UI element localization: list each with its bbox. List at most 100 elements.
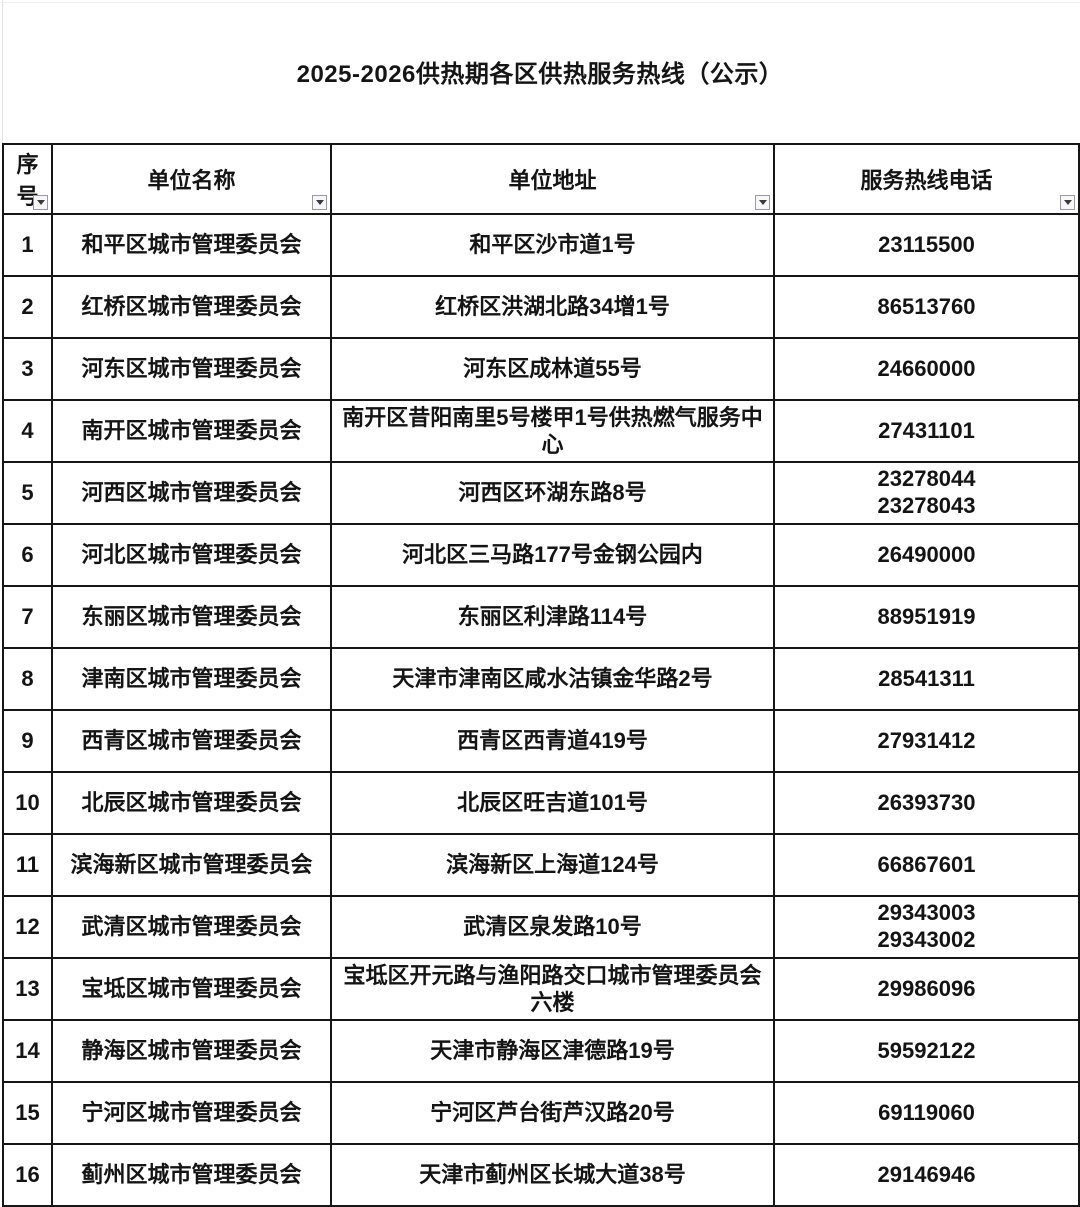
header-label: 序号 (16, 152, 39, 209)
table-row: 16 蓟州区城市管理委员会 天津市蓟州区长城大道38号 29146946 (2, 1143, 1080, 1207)
unit-name-cell[interactable]: 北辰区城市管理委员会 (51, 771, 332, 835)
table-row: 13 宝坻区城市管理委员会 宝坻区开元路与渔阳路交口城市管理委员会六楼 2998… (2, 957, 1080, 1021)
unit-address-cell[interactable]: 滨海新区上海道124号 (330, 833, 775, 897)
table-row: 3 河东区城市管理委员会 河东区成林道55号 24660000 (2, 337, 1080, 401)
header-label: 单位名称 (147, 168, 236, 193)
unit-name-cell[interactable]: 和平区城市管理委员会 (51, 213, 332, 277)
row-number-cell[interactable]: 1 (2, 213, 53, 277)
table-row: 12 武清区城市管理委员会 武清区泉发路10号 29343003 2934300… (2, 895, 1080, 959)
header-cell-unit-name[interactable]: 单位名称 (51, 143, 332, 215)
unit-name-cell[interactable]: 武清区城市管理委员会 (51, 895, 332, 959)
unit-name-cell[interactable]: 河北区城市管理委员会 (51, 523, 332, 587)
row-number-cell[interactable]: 6 (2, 523, 53, 587)
unit-address-cell[interactable]: 宁河区芦台街芦汉路20号 (330, 1081, 775, 1145)
spreadsheet-range: 序号 单位名称 单位地址 服务热线电话 1 和平区城市管理委员会 和 (2, 143, 1080, 1207)
row-number-cell[interactable]: 12 (2, 895, 53, 959)
unit-name-cell[interactable]: 津南区城市管理委员会 (51, 647, 332, 711)
unit-address-cell[interactable]: 宝坻区开元路与渔阳路交口城市管理委员会六楼 (330, 957, 775, 1021)
header-cell-hotline-phone[interactable]: 服务热线电话 (773, 143, 1080, 215)
table-row: 2 红桥区城市管理委员会 红桥区洪湖北路34增1号 86513760 (2, 275, 1080, 339)
unit-name-cell[interactable]: 西青区城市管理委员会 (51, 709, 332, 773)
hotline-phone-cell[interactable]: 29146946 (773, 1143, 1080, 1207)
hotline-phone-cell[interactable]: 27431101 (773, 399, 1080, 463)
unit-name-cell[interactable]: 蓟州区城市管理委员会 (51, 1143, 332, 1207)
down-arrow-icon (315, 200, 324, 205)
table-row: 14 静海区城市管理委员会 天津市静海区津德路19号 59592122 (2, 1019, 1080, 1083)
unit-address-cell[interactable]: 天津市静海区津德路19号 (330, 1019, 775, 1083)
unit-name-cell[interactable]: 宝坻区城市管理委员会 (51, 957, 332, 1021)
unit-name-cell[interactable]: 东丽区城市管理委员会 (51, 585, 332, 649)
unit-address-cell[interactable]: 南开区昔阳南里5号楼甲1号供热燃气服务中心 (330, 399, 775, 463)
hotline-phone-cell[interactable]: 23278044 23278043 (773, 461, 1080, 525)
row-number-cell[interactable]: 2 (2, 275, 53, 339)
header-cell-unit-address[interactable]: 单位地址 (330, 143, 775, 215)
hotline-phone-cell[interactable]: 28541311 (773, 647, 1080, 711)
table-row: 8 津南区城市管理委员会 天津市津南区咸水沽镇金华路2号 28541311 (2, 647, 1080, 711)
unit-address-cell[interactable]: 天津市津南区咸水沽镇金华路2号 (330, 647, 775, 711)
unit-name-cell[interactable]: 红桥区城市管理委员会 (51, 275, 332, 339)
hotline-phone-cell[interactable]: 27931412 (773, 709, 1080, 773)
down-arrow-icon (758, 200, 767, 205)
row-number-cell[interactable]: 5 (2, 461, 53, 525)
unit-address-cell[interactable]: 天津市蓟州区长城大道38号 (330, 1143, 775, 1207)
row-number-cell[interactable]: 13 (2, 957, 53, 1021)
hotline-phone-cell[interactable]: 29343003 29343002 (773, 895, 1080, 959)
hotline-phone-cell[interactable]: 66867601 (773, 833, 1080, 897)
filter-dropdown-icon[interactable] (312, 195, 327, 210)
filter-dropdown-icon[interactable] (1060, 195, 1075, 210)
hotline-phone-cell[interactable]: 88951919 (773, 585, 1080, 649)
hotline-phone-cell[interactable]: 26393730 (773, 771, 1080, 835)
hotline-table: 序号 单位名称 单位地址 服务热线电话 1 和平区城市管理委员会 和 (2, 143, 1080, 1207)
sheet-gridline-horizontal (0, 2, 1080, 3)
down-arrow-icon (1063, 200, 1072, 205)
row-number-cell[interactable]: 11 (2, 833, 53, 897)
header-label: 服务热线电话 (860, 168, 993, 193)
header-cell-index[interactable]: 序号 (2, 143, 53, 215)
unit-name-cell[interactable]: 南开区城市管理委员会 (51, 399, 332, 463)
row-number-cell[interactable]: 3 (2, 337, 53, 401)
unit-name-cell[interactable]: 静海区城市管理委员会 (51, 1019, 332, 1083)
hotline-phone-cell[interactable]: 26490000 (773, 523, 1080, 587)
unit-address-cell[interactable]: 东丽区利津路114号 (330, 585, 775, 649)
table-row: 7 东丽区城市管理委员会 东丽区利津路114号 88951919 (2, 585, 1080, 649)
unit-address-cell[interactable]: 河西区环湖东路8号 (330, 461, 775, 525)
hotline-phone-cell[interactable]: 86513760 (773, 275, 1080, 339)
row-number-cell[interactable]: 8 (2, 647, 53, 711)
unit-address-cell[interactable]: 西青区西青道419号 (330, 709, 775, 773)
hotline-phone-cell[interactable]: 23115500 (773, 213, 1080, 277)
unit-name-cell[interactable]: 河西区城市管理委员会 (51, 461, 332, 525)
filter-dropdown-icon[interactable] (33, 195, 48, 210)
hotline-phone-cell[interactable]: 29986096 (773, 957, 1080, 1021)
row-number-cell[interactable]: 10 (2, 771, 53, 835)
table-row: 6 河北区城市管理委员会 河北区三马路177号金钢公园内 26490000 (2, 523, 1080, 587)
down-arrow-icon (36, 200, 45, 205)
unit-name-cell[interactable]: 河东区城市管理委员会 (51, 337, 332, 401)
header-row: 序号 单位名称 单位地址 服务热线电话 (2, 143, 1080, 215)
table-row: 4 南开区城市管理委员会 南开区昔阳南里5号楼甲1号供热燃气服务中心 27431… (2, 399, 1080, 463)
row-number-cell[interactable]: 16 (2, 1143, 53, 1207)
header-label: 单位地址 (508, 168, 597, 193)
page-title: 2025-2026供热期各区供热服务热线（公示） (296, 61, 784, 88)
sheet-gridline-vertical (2, 0, 3, 144)
table-row: 10 北辰区城市管理委员会 北辰区旺吉道101号 26393730 (2, 771, 1080, 835)
table-row: 9 西青区城市管理委员会 西青区西青道419号 27931412 (2, 709, 1080, 773)
unit-name-cell[interactable]: 宁河区城市管理委员会 (51, 1081, 332, 1145)
table-row: 5 河西区城市管理委员会 河西区环湖东路8号 23278044 23278043 (2, 461, 1080, 525)
row-number-cell[interactable]: 9 (2, 709, 53, 773)
row-number-cell[interactable]: 4 (2, 399, 53, 463)
table-row: 11 滨海新区城市管理委员会 滨海新区上海道124号 66867601 (2, 833, 1080, 897)
hotline-phone-cell[interactable]: 24660000 (773, 337, 1080, 401)
unit-address-cell[interactable]: 武清区泉发路10号 (330, 895, 775, 959)
unit-address-cell[interactable]: 河东区成林道55号 (330, 337, 775, 401)
hotline-phone-cell[interactable]: 69119060 (773, 1081, 1080, 1145)
row-number-cell[interactable]: 14 (2, 1019, 53, 1083)
unit-address-cell[interactable]: 红桥区洪湖北路34增1号 (330, 275, 775, 339)
hotline-phone-cell[interactable]: 59592122 (773, 1019, 1080, 1083)
filter-dropdown-icon[interactable] (755, 195, 770, 210)
unit-name-cell[interactable]: 滨海新区城市管理委员会 (51, 833, 332, 897)
unit-address-cell[interactable]: 北辰区旺吉道101号 (330, 771, 775, 835)
unit-address-cell[interactable]: 和平区沙市道1号 (330, 213, 775, 277)
row-number-cell[interactable]: 7 (2, 585, 53, 649)
row-number-cell[interactable]: 15 (2, 1081, 53, 1145)
unit-address-cell[interactable]: 河北区三马路177号金钢公园内 (330, 523, 775, 587)
